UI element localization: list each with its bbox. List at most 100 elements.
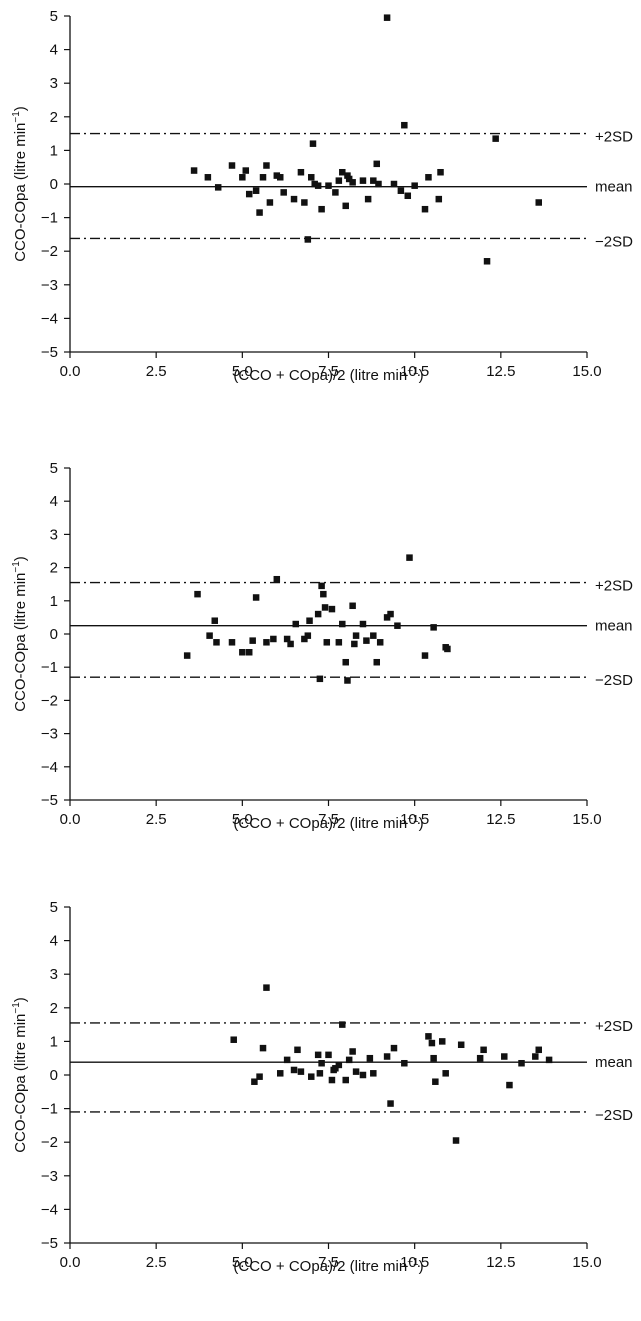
x-axis-title-sup: −1 [407,366,419,377]
data-point [204,174,212,181]
data-point [256,209,263,216]
data-point [349,602,356,610]
y-tick-label: −1 [41,659,58,676]
data-point [352,1068,360,1075]
data-point [432,1078,439,1085]
y-axis-title-main: CCO-COpa (litre min [12,573,29,712]
data-point [370,177,377,184]
data-point [352,632,360,639]
data-point [321,604,329,611]
data-point [452,1137,460,1144]
data-point [308,174,315,181]
data-point [339,620,346,628]
y-tick-label: 1 [50,142,58,159]
y-tick-label: 1 [50,1033,58,1050]
data-point [438,1038,446,1045]
x-tick-label: 0.0 [60,811,81,828]
y-tick-label: 4 [50,933,58,950]
x-axis-title: (CCO + COpa)/2 (litre min−1) [233,1257,423,1275]
x-tick-label: 2.5 [146,811,167,828]
data-point [308,1073,315,1080]
y-tick-label: 3 [50,526,58,543]
y-tick-label: 0 [50,1067,58,1084]
y-tick-label: −2 [41,692,58,709]
data-point [287,640,294,648]
data-point [294,1046,301,1054]
data-point [373,160,381,168]
data-point [518,1059,525,1067]
x-tick-label: 15.0 [572,363,601,380]
data-point [290,195,298,203]
x-tick-label: 2.5 [146,1254,167,1271]
data-point [411,182,418,189]
data-point [335,639,343,646]
x-tick-label: 5.0 [232,1254,253,1271]
reference-line-label: +2SD [595,129,633,146]
x-axis-title-tail: ) [419,367,424,384]
y-tick-label: 0 [50,626,58,643]
data-point [251,1078,258,1085]
reference-line-label: −2SD [595,1107,633,1124]
data-point [276,174,284,181]
data-point [245,649,253,656]
data-point [406,554,413,561]
data-point [332,1065,339,1072]
data-point [323,639,331,646]
data-point [320,590,327,598]
data-point [292,620,300,628]
y-tick-label: −4 [41,310,58,327]
data-point [239,649,246,656]
y-axis-title-tail: ) [12,556,29,561]
data-point [211,617,219,624]
data-point [345,1056,353,1064]
data-point [214,184,222,191]
data-point [342,202,349,210]
x-tick-label: 5.0 [232,811,253,828]
data-point [421,205,429,213]
data-point [314,610,322,618]
y-tick-label: −4 [41,759,58,776]
data-point [290,1066,298,1074]
x-axis-title-sup: −1 [407,1257,419,1268]
data-point [457,1041,465,1049]
data-point [373,658,381,666]
data-point [375,180,382,188]
reference-line-label: mean [595,618,633,635]
data-point [280,189,287,196]
data-point [435,195,443,203]
data-point [401,1059,408,1067]
data-point [535,199,542,206]
data-point [314,1051,322,1059]
data-point [318,205,325,213]
data-point [304,236,312,243]
data-point [437,168,444,176]
data-point [263,162,270,169]
x-tick-label: 7.5 [318,1254,339,1271]
data-point [483,258,491,265]
data-point [276,1070,284,1077]
reference-line-label: +2SD [595,1018,633,1035]
y-tick-label: 2 [50,1000,58,1017]
chart-panel-3: 5 4 3 2 1 0 −1 −2 −3 −4 −50.0 2.5 5.0 7.5 10.5 12.5 15.0… [11,899,633,1275]
x-axis-title-tail: ) [419,1258,424,1275]
y-tick-label: 2 [50,109,58,126]
data-point [480,1046,487,1054]
x-tick-label: 15.0 [572,1254,601,1271]
y-tick-label: 3 [50,75,58,92]
y-tick-label: 5 [50,460,58,477]
data-point [506,1081,513,1089]
data-point [314,182,322,189]
reference-line-label: −2SD [595,233,633,250]
x-tick-label: 7.5 [318,811,339,828]
data-point [316,1070,324,1077]
x-tick-label: 10.5 [400,1254,429,1271]
reference-line-label: mean [595,179,633,196]
x-tick-label: 10.5 [400,363,429,380]
y-tick-label: −4 [41,1201,58,1218]
y-axis-title-tail: ) [12,997,29,1002]
data-point [335,177,343,184]
data-point [430,1054,437,1062]
data-point [256,1073,263,1080]
data-point [370,632,377,639]
